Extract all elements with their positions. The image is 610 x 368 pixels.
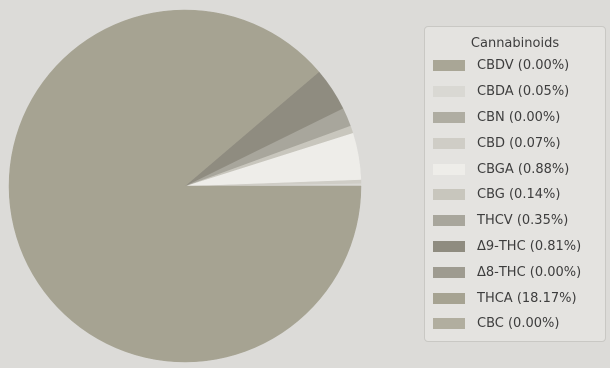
legend-swatch [433,163,465,175]
legend-item: CBG (0.14%) [425,182,605,208]
legend-item: Δ8-THC (0.00%) [425,259,605,285]
legend-swatch [433,292,465,304]
legend-item: CBDA (0.05%) [425,79,605,105]
legend-swatch [433,189,465,201]
legend-swatch [433,86,465,98]
legend-item: CBDV (0.00%) [425,53,605,79]
legend-swatch [433,266,465,278]
legend-label: CBN (0.00%) [477,109,561,125]
legend-item: CBGA (0.88%) [425,156,605,182]
legend-item: CBD (0.07%) [425,130,605,156]
legend-item: CBC (0.00%) [425,311,605,337]
legend-label: CBDV (0.00%) [477,58,570,74]
legend-label: CBG (0.14%) [477,187,561,203]
pie-chart-area [8,9,362,363]
legend-title: Cannabinoids [470,36,560,51]
legend-item: THCV (0.35%) [425,208,605,234]
legend-swatch [433,240,465,252]
legend-label: CBDA (0.05%) [477,84,570,100]
legend-swatch [433,60,465,72]
legend-label: Δ9-THC (0.81%) [477,238,582,254]
legend: Cannabinoids CBDV (0.00%) CBDA (0.05%) CBN… [424,26,606,342]
legend-swatch [433,111,465,123]
legend-label: THCV (0.35%) [477,213,569,229]
pie-slice [8,9,362,363]
legend-item: Δ9-THC (0.81%) [425,234,605,260]
legend-label: Δ8-THC (0.00%) [477,264,582,280]
legend-swatch [433,215,465,227]
legend-items: CBDV (0.00%) CBDA (0.05%) CBN (0.00%) CBD (… [425,53,605,337]
legend-label: CBGA (0.88%) [477,161,570,177]
legend-label: CBC (0.00%) [477,316,560,332]
legend-item: CBN (0.00%) [425,105,605,131]
legend-label: THCA (18.17%) [477,290,577,306]
pie-chart [8,9,362,363]
legend-swatch [433,137,465,149]
legend-item: THCA (18.17%) [425,285,605,311]
legend-swatch [433,318,465,330]
legend-label: CBD (0.07%) [477,135,561,151]
